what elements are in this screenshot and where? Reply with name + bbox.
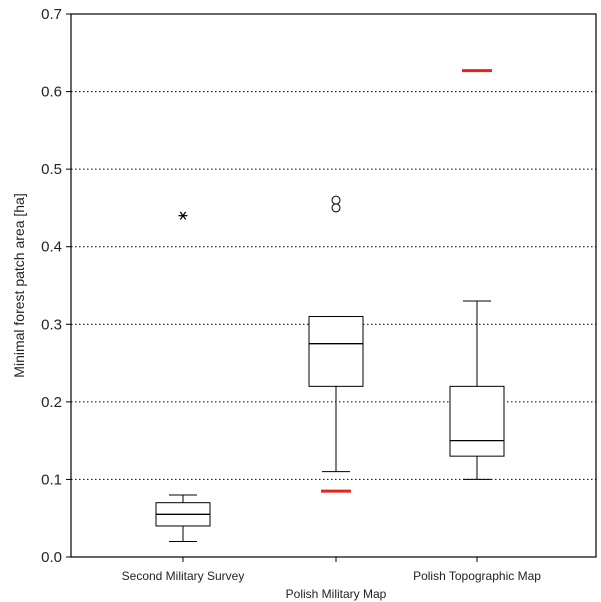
- x-tick-label: Polish Topographic Map: [413, 569, 541, 583]
- outlier-point: [331, 195, 341, 205]
- x-tick-label: Second Military Survey: [122, 569, 245, 583]
- iqr-box: [308, 316, 364, 387]
- y-axis: 0.0 0.1 0.2 0.3 0.4 0.5 0.6 0.7: [41, 6, 71, 566]
- x-tick-label: Polish Military Map: [286, 587, 387, 601]
- plot-frame: [70, 13, 597, 558]
- extreme-point: [178, 211, 188, 220]
- y-tick-label: 0.4: [41, 239, 62, 256]
- y-tick-label: 0.5: [41, 161, 62, 178]
- y-tick-label: 0.7: [41, 6, 62, 23]
- box-plot: [308, 195, 364, 473]
- y-tick-label: 0.0: [41, 549, 62, 566]
- y-tick-label: 0.3: [41, 316, 62, 333]
- outlier-point: [331, 203, 341, 213]
- grid-lines: [71, 91, 596, 480]
- iqr-box: [449, 385, 505, 457]
- box-plots: [155, 69, 505, 542]
- y-tick-label: 0.2: [41, 394, 62, 411]
- y-tick-label: 0.6: [41, 84, 62, 101]
- x-axis: Second Military Survey Polish Military Ma…: [122, 557, 541, 601]
- box-plot: [155, 211, 211, 542]
- y-tick-label: 0.1: [41, 471, 62, 488]
- extreme-stroke: [179, 211, 187, 220]
- box-plot: [449, 300, 505, 480]
- y-axis-title: Minimal forest patch area [ha]: [11, 193, 27, 377]
